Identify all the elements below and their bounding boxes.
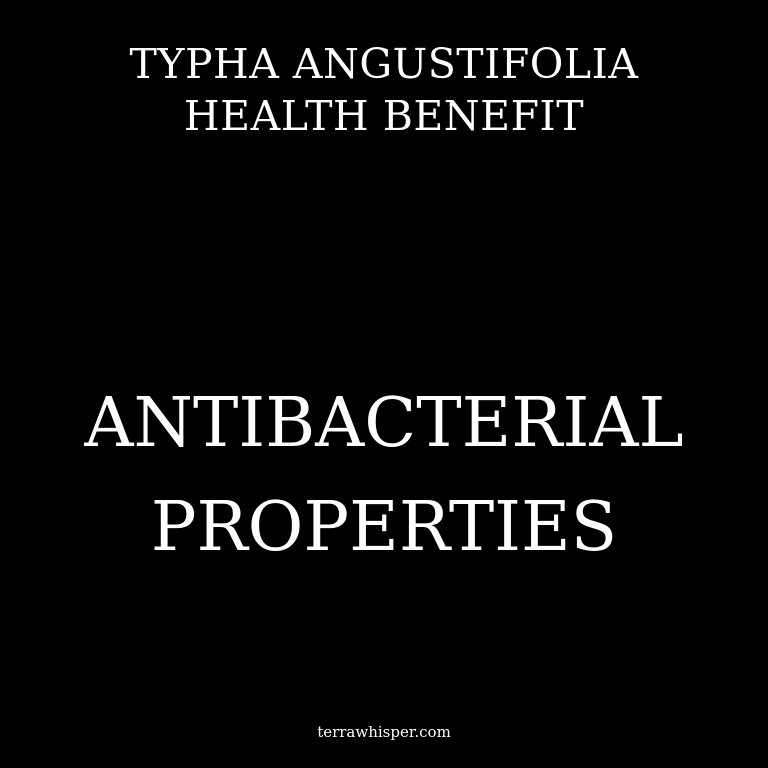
heading-line-plant-name: TYPHA ANGUSTIFOLIA xyxy=(129,40,639,88)
site-credit: terrawhisper.com xyxy=(317,723,451,741)
benefit-title: ANTIBACTERIAL PROPERTIES xyxy=(0,372,768,580)
heading-line-health-benefit: HEALTH BENEFIT xyxy=(183,92,585,140)
heading: TYPHA ANGUSTIFOLIA HEALTH BENEFIT xyxy=(0,38,768,142)
benefit-title-line-1: ANTIBACTERIAL xyxy=(84,384,684,463)
benefit-title-line-2: PROPERTIES xyxy=(150,488,618,567)
